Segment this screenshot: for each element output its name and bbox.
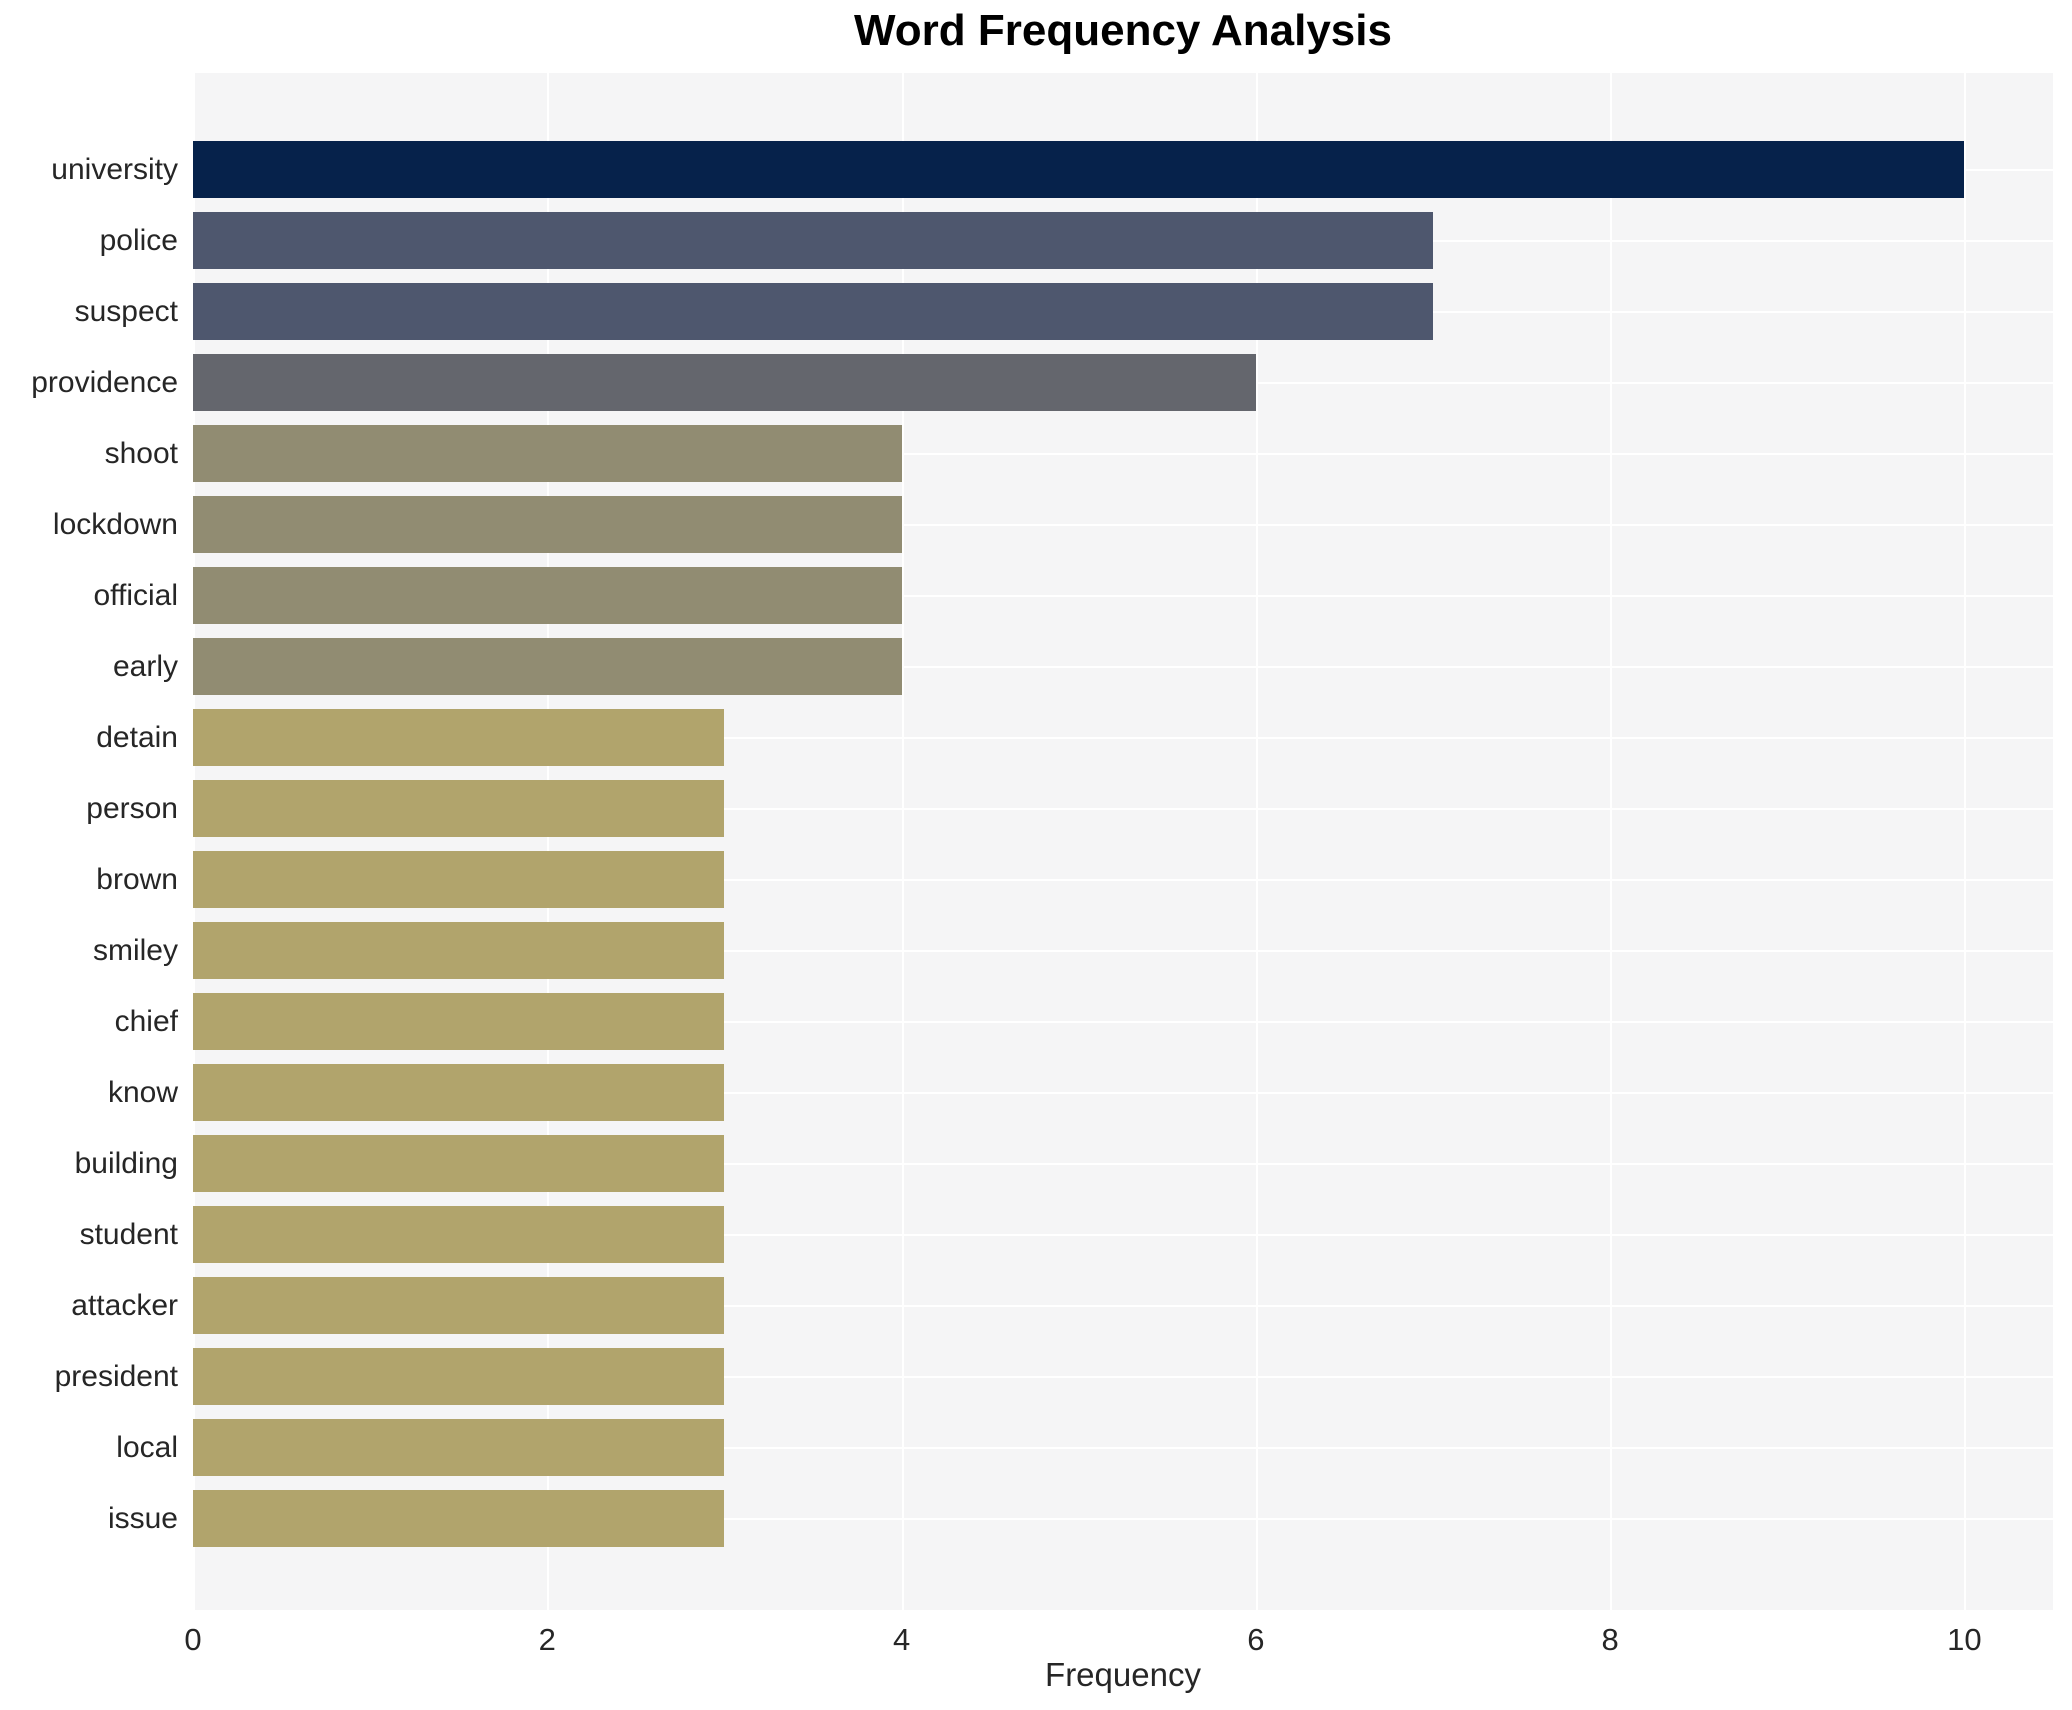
x-tick-label-0: 0 [184,1622,202,1657]
horizontal-gridline [193,1376,2053,1378]
x-tick-label-2: 2 [538,1622,556,1657]
bar-smiley [193,922,724,979]
y-tick-label-police: police [99,223,178,257]
bar-brown [193,851,724,908]
y-tick-label-official: official [93,578,179,612]
horizontal-gridline [193,1021,2053,1023]
x-tick-label-10: 10 [1947,1622,1982,1657]
bar-shoot [193,425,902,482]
horizontal-gridline [193,1518,2053,1520]
y-tick-label-early: early [112,649,178,683]
y-tick-label-brown: brown [96,862,178,896]
vertical-gridline [902,73,904,1610]
x-tick-label-8: 8 [1601,1622,1619,1657]
bar-student [193,1206,724,1263]
horizontal-gridline [193,1447,2053,1449]
y-tick-label-shoot: shoot [104,436,178,470]
y-tick-label-smiley: smiley [92,933,178,967]
horizontal-gridline [193,1305,2053,1307]
horizontal-gridline [193,1163,2053,1165]
y-tick-label-chief: chief [114,1004,178,1038]
plot-area [193,73,2053,1610]
bar-person [193,780,724,837]
y-tick-label-issue: issue [107,1501,178,1535]
bar-attacker [193,1277,724,1334]
bar-early [193,638,902,695]
y-tick-label-providence: providence [31,365,178,399]
vertical-gridline [1256,73,1258,1610]
bar-university [193,141,1964,198]
bar-chief [193,993,724,1050]
y-tick-label-attacker: attacker [71,1288,178,1322]
vertical-gridline [193,73,195,1610]
bar-police [193,212,1433,269]
horizontal-gridline [193,1092,2053,1094]
y-tick-label-president: president [54,1359,178,1393]
y-tick-label-person: person [86,791,178,825]
bar-official [193,567,902,624]
x-tick-label-6: 6 [1247,1622,1265,1657]
horizontal-gridline [193,666,2053,668]
horizontal-gridline [193,879,2053,881]
horizontal-gridline [193,1234,2053,1236]
bar-building [193,1135,724,1192]
y-tick-label-building: building [74,1146,178,1180]
horizontal-gridline [193,524,2053,526]
bar-local [193,1419,724,1476]
vertical-gridline [547,73,549,1610]
x-tick-label-4: 4 [892,1622,911,1657]
bar-issue [193,1490,724,1547]
chart-title: Word Frequency Analysis [854,6,1392,55]
horizontal-gridline [193,737,2053,739]
bar-suspect [193,283,1433,340]
horizontal-gridline [193,453,2053,455]
y-tick-label-know: know [107,1075,178,1109]
horizontal-gridline [193,808,2053,810]
bar-president [193,1348,724,1405]
horizontal-gridline [193,950,2053,952]
x-axis-label: Frequency [1045,1656,1201,1693]
y-tick-label-lockdown: lockdown [52,507,178,541]
horizontal-gridline [193,595,2053,597]
y-tick-label-suspect: suspect [74,294,178,328]
vertical-gridline [1610,73,1612,1610]
vertical-gridline [1964,73,1966,1610]
y-tick-label-student: student [79,1217,178,1251]
bar-lockdown [193,496,902,553]
bar-providence [193,354,1256,411]
y-tick-label-local: local [116,1430,178,1464]
y-tick-label-university: university [51,152,178,186]
bar-know [193,1064,724,1121]
bar-detain [193,709,724,766]
y-tick-label-detain: detain [96,720,178,754]
